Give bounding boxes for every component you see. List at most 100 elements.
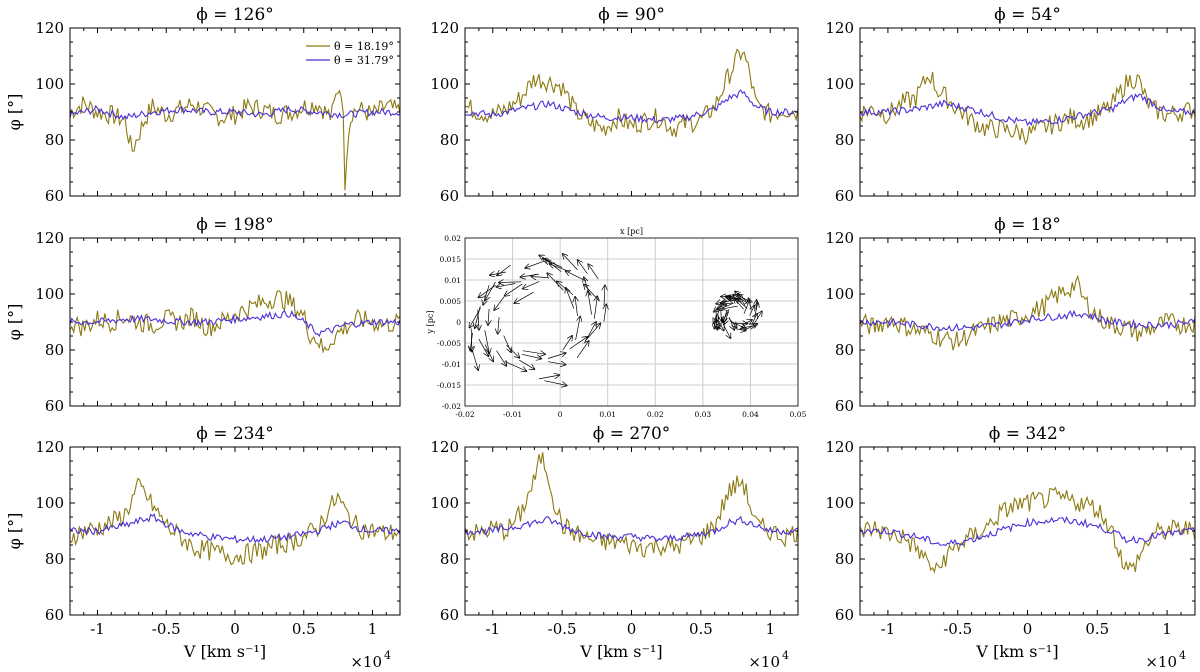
series-line-2 [70,309,400,338]
y-tick-label: 120 [35,229,64,247]
vector-arrow [523,281,540,288]
y-tick-label: 100 [35,285,64,303]
panel-p126: ϕ = 126° 60 80 100 120 φ [°] [5,5,401,205]
vector-arrow [566,271,587,282]
vector-arrow [485,281,496,300]
y-tick-label: 60 [835,397,854,415]
legend-label-theta2: θ = 31.79° [334,54,394,67]
y-tick-label: 80 [835,341,854,359]
vector-arrow [594,296,597,319]
vector-arrow [575,297,577,317]
y-tick-label: 60 [835,187,854,205]
vector-arrow [752,314,757,324]
plot-frame [859,237,1196,407]
series-line-1 [860,71,1195,146]
panel-p270: ϕ = 270° 60 80 100 120 -1 -0.5 0 0.5 1 V [km s⁻¹] ×… [430,424,799,671]
vector-arrow [488,308,489,325]
vector-arrow [586,322,596,339]
legend-label-theta1: θ = 18.19° [334,40,394,53]
vector-arrow [724,311,729,325]
vector-arrow [544,380,566,386]
series-line-2 [860,309,1195,332]
panel-p18: ϕ = 18° 60 80 100 120 [825,215,1196,415]
vector-arrow [503,335,511,353]
vector-arrows [470,254,762,385]
vector-arrow [604,305,606,322]
y-tick-label: 80 [440,550,459,568]
x-tick-label: 0.5 [292,620,316,638]
y-axis-label: y [pc] [426,311,435,335]
series-line-2 [465,515,798,543]
y-tick-label: 80 [45,131,64,149]
x-tick-label: 0.5 [1085,620,1109,638]
x-axis-label: V [km s⁻¹] [183,642,266,661]
vector-arrow [743,301,749,314]
series-line-1 [860,274,1195,351]
y-tick-label: 0 [456,318,461,327]
series-line-2 [465,89,798,124]
vector-arrow [753,312,762,325]
panel-p342: ϕ = 342° 60 80 100 120 -1 -0.5 0 0.5 1 V [km s⁻¹] ×… [825,424,1196,671]
vector-arrow [569,337,588,350]
y-tick-label: 0.02 [444,234,461,243]
vector-arrow [755,303,758,318]
series-line-1 [860,486,1195,574]
vector-arrow [504,361,527,371]
x-multiplier-exponent: 4 [1179,649,1186,662]
x-axis-label: V [km s⁻¹] [579,642,662,661]
vector-arrow [522,350,545,355]
y-tick-label: 120 [35,438,64,456]
x-axis-label: V [km s⁻¹] [975,642,1058,661]
panel-title: ϕ = 342° [989,424,1067,444]
x-tick-label: 0.01 [599,410,616,419]
y-tick-label: 100 [35,494,64,512]
y-tick-label: 80 [835,550,854,568]
plot-frame [859,446,1196,616]
x-tick-label: 0 [230,620,240,638]
vector-arrow [726,297,737,300]
vector-arrow [742,320,752,326]
vector-arrow [505,283,523,296]
y-tick-label: 60 [45,397,64,415]
vector-arrow [538,375,559,380]
vector-arrow [519,359,534,369]
vector-arrow [521,274,539,277]
y-tick-label: 100 [825,285,854,303]
vector-arrow [548,362,565,365]
y-axis-label: φ [°] [5,304,24,341]
panel-title: ϕ = 54° [994,5,1061,25]
y-tick-label: -0.015 [437,381,461,390]
x-multiplier-exponent: 4 [384,649,391,662]
vector-arrow [562,336,572,351]
series-line-1 [465,452,798,558]
x-tick-label: 0 [1023,620,1033,638]
vector-arrow [494,296,505,310]
x-multiplier-exponent: 4 [782,649,789,662]
y-tick-label: 120 [825,438,854,456]
vector-arrow [588,264,599,280]
panel-title: ϕ = 270° [593,424,671,444]
series-line-2 [70,513,400,544]
y-tick-label: 100 [430,494,459,512]
vector-arrow [514,291,534,303]
vector-arrow [578,260,588,274]
y-tick-label: 80 [440,131,459,149]
vector-arrow [576,341,589,358]
vector-arrow [470,332,472,351]
vector-arrow [566,288,575,309]
y-tick-label: 120 [430,438,459,456]
x-tick-label: 0 [627,620,637,638]
x-tick-label: -0.5 [548,620,577,638]
x-tick-label: -0.01 [503,410,522,419]
vector-arrow [478,338,489,356]
x-multiplier: ×10 [350,653,382,671]
y-tick-label: 120 [825,229,854,247]
panel-title: ϕ = 198° [196,215,274,235]
series-line-1 [465,48,798,138]
plot-frame [464,446,799,616]
vector-arrow [563,254,578,271]
panel-title: ϕ = 18° [994,215,1061,235]
vector-arrow [525,260,545,268]
y-tick-label: 120 [825,19,854,37]
